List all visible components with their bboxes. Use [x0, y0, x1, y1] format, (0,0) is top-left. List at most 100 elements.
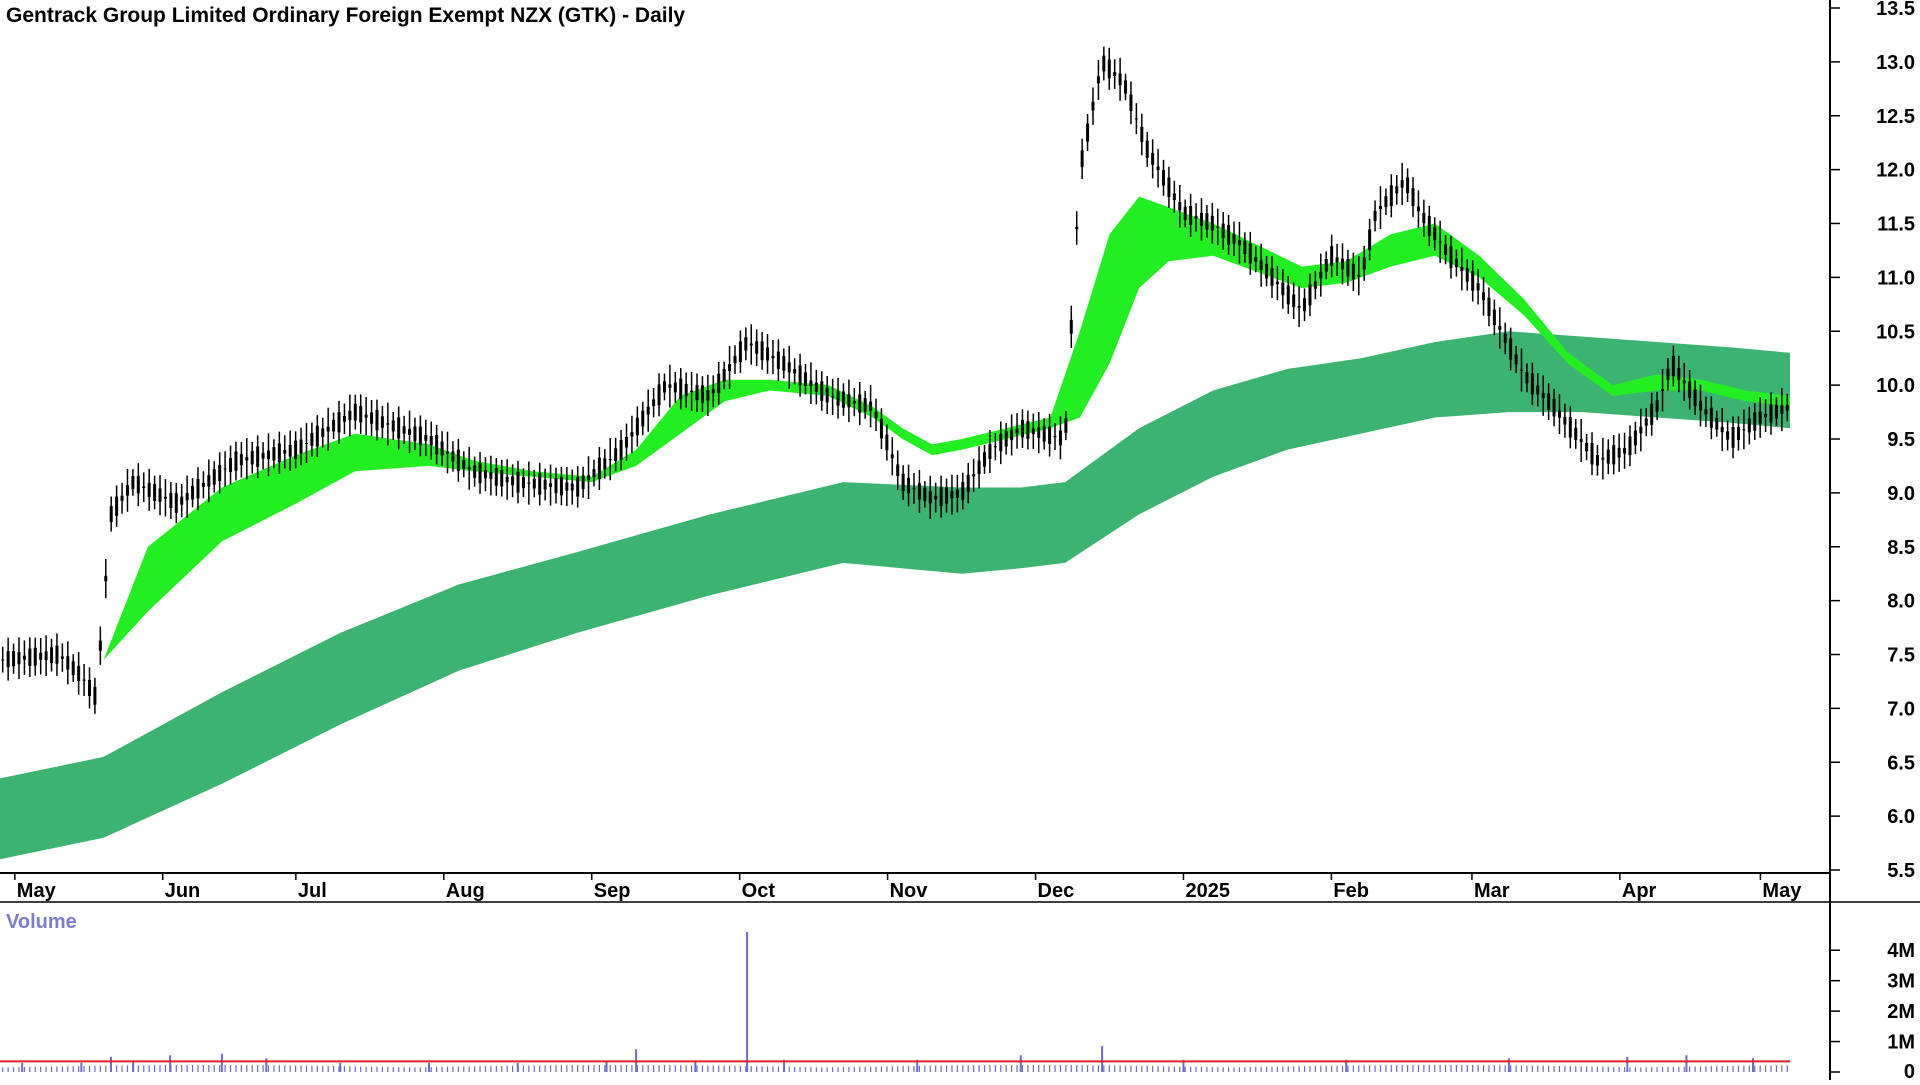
price-bar-body [1053, 435, 1057, 438]
price-bar-body [17, 652, 21, 665]
price-bar-body [1644, 418, 1648, 426]
price-bar-body [1536, 385, 1540, 395]
price-bar-body [1129, 94, 1133, 112]
price-bar-body [695, 385, 699, 401]
price-bar-body [814, 382, 818, 392]
price-bar-body [223, 468, 227, 470]
price-tick-label: 12.0 [1876, 160, 1915, 182]
price-bar-body [321, 428, 325, 437]
price-bar-body [1194, 215, 1198, 219]
price-bar-body [841, 391, 845, 408]
price-bar-body [1769, 404, 1773, 423]
price-bar-body [1113, 72, 1117, 76]
price-bar-body [1623, 448, 1627, 454]
price-bar-body [1145, 140, 1149, 159]
price-tick-label: 8.5 [1887, 537, 1915, 559]
price-bar-body [1048, 426, 1052, 444]
price-bar-body [1270, 268, 1274, 286]
price-bar-body [1460, 266, 1464, 272]
price-bar-body [380, 416, 384, 428]
price-bar-body [294, 440, 298, 459]
price-bar-body [1661, 389, 1665, 392]
price-bar-body [804, 372, 807, 387]
price-bar-body [668, 384, 672, 388]
price-tick-label: 11.0 [1877, 267, 1915, 289]
price-bar-body [71, 661, 75, 676]
price-bar-body [831, 396, 835, 398]
price-bar-body [22, 655, 26, 660]
price-bar-body [782, 356, 786, 371]
price-bar-body [489, 472, 493, 479]
price-bar-body [1601, 457, 1605, 460]
price-bar-body [1742, 429, 1746, 431]
price-bar-body [744, 337, 748, 351]
price-bar-body [874, 411, 878, 419]
price-bar-body [549, 483, 553, 487]
price-bar-body [706, 389, 710, 401]
price-bar-body [820, 381, 824, 401]
price-bar-body [1547, 393, 1551, 410]
price-bar-body [749, 343, 753, 346]
price-bar-body [1389, 185, 1393, 207]
price-bar-body [809, 380, 813, 386]
price-bar-body [1384, 196, 1388, 208]
price-bar-body [934, 495, 938, 500]
price-bar-body [597, 457, 601, 480]
price-bar-body [169, 492, 173, 508]
price-bar-body [657, 384, 661, 406]
price-bar-body [104, 575, 108, 582]
price-bar-body [98, 640, 102, 651]
price-bar-body [673, 382, 677, 393]
price-bar-body [1541, 393, 1545, 399]
price-bar-body [1579, 438, 1583, 443]
price-bar-body [1633, 430, 1637, 446]
price-bar-body [1487, 297, 1491, 317]
price-bar-body [766, 347, 770, 361]
time-tick-label: Nov [890, 880, 929, 902]
price-bar-body [1563, 416, 1567, 425]
price-bar-body [462, 460, 466, 469]
price-bar-body [413, 426, 417, 442]
price-bar-body [1346, 259, 1350, 277]
price-bar-body [1671, 355, 1675, 377]
price-bar-body [690, 390, 694, 393]
price-tick-label: 13.5 [1876, 0, 1915, 20]
price-bar-body [652, 399, 656, 406]
price-bar-body [82, 679, 86, 681]
price-bar-body [1042, 426, 1046, 442]
price-bar-body [1736, 426, 1740, 440]
price-bar-body [972, 474, 976, 477]
price-bar-body [907, 477, 911, 494]
price-bar-body [120, 495, 124, 501]
time-tick-label: May [17, 880, 57, 902]
price-bar-body [229, 458, 233, 472]
price-bar-body [1628, 436, 1632, 456]
price-bar-body [1124, 80, 1128, 94]
price-bar-body [180, 496, 184, 505]
price-bar-body [245, 456, 249, 461]
price-bar-body [1167, 177, 1171, 198]
price-bar-body [109, 506, 113, 522]
price-bar-body [1400, 180, 1404, 188]
price-bar-body [836, 390, 840, 406]
price-tick-label: 11.5 [1877, 214, 1915, 236]
price-bar-body [1319, 271, 1323, 279]
price-bar-body [60, 656, 64, 659]
price-bar-body [1785, 404, 1789, 411]
price-bar-body [1677, 368, 1681, 380]
price-bar-body [1492, 309, 1496, 326]
price-bar-body [565, 482, 569, 491]
price-bar-body [359, 405, 363, 423]
price-bar-body [153, 484, 157, 501]
price-bar-body [1378, 206, 1382, 210]
price-bar-body [218, 464, 222, 481]
price-bar-body [1362, 257, 1366, 270]
price-bar-body [1433, 227, 1437, 241]
price-bar-body [332, 419, 336, 432]
price-bar-body [733, 356, 737, 364]
price-bar-body [1726, 431, 1730, 440]
price-bar-body [1422, 212, 1426, 224]
price-bar-body [1395, 186, 1399, 194]
price-bar-body [614, 448, 618, 461]
